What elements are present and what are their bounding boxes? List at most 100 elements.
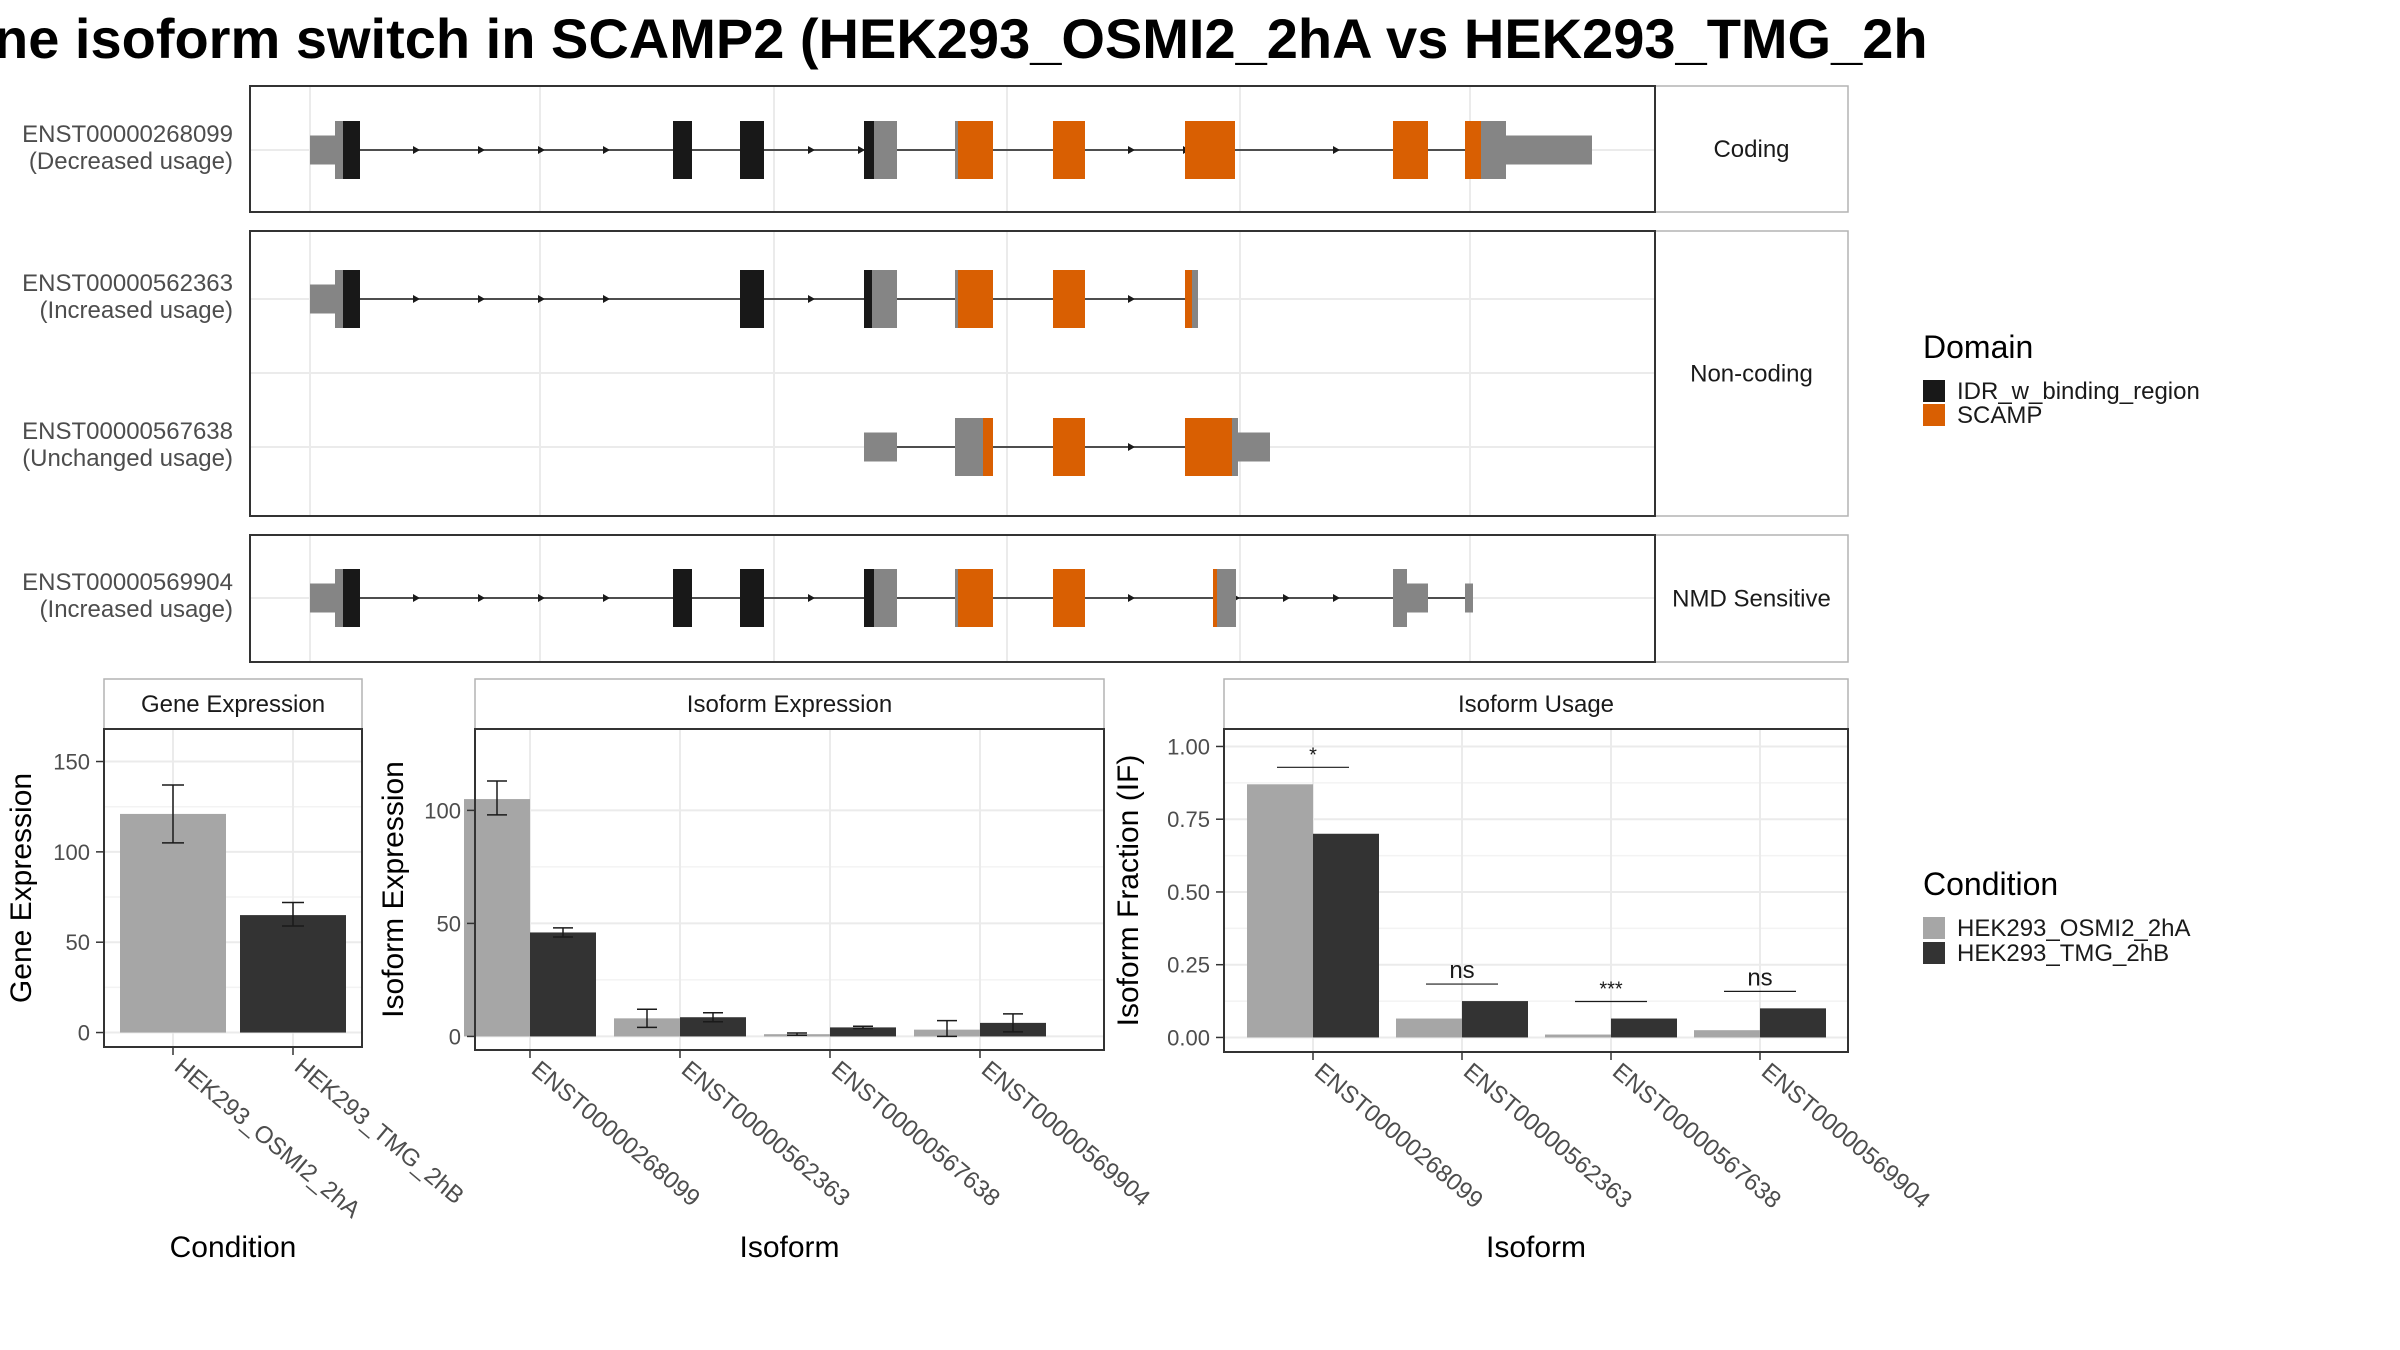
bar <box>120 813 226 1033</box>
isoform-id-label: ENST00000562363 <box>22 270 233 297</box>
exon-block <box>740 121 764 179</box>
exon-block <box>1238 432 1270 462</box>
y-tick-label: 0.75 <box>1167 807 1210 832</box>
exon-block <box>955 569 958 627</box>
y-tick-label: 0.50 <box>1167 880 1210 905</box>
significance-label: ns <box>1449 957 1474 984</box>
exon-block <box>1481 121 1506 179</box>
bar <box>464 799 530 1037</box>
chart-strip <box>1223 678 1849 730</box>
y-tick-label: 0 <box>449 1024 461 1049</box>
exon-block <box>343 569 360 627</box>
strand-arrow <box>603 295 610 303</box>
y-tick-label: 50 <box>66 930 90 955</box>
exon-block <box>343 121 360 179</box>
chart-title: Isoform Expression <box>687 691 892 718</box>
facet-strip <box>1654 534 1849 663</box>
exon-block <box>864 121 874 179</box>
exon-block <box>872 270 897 328</box>
structure-panel-border <box>249 85 1656 213</box>
figure-title: ne isoform switch in SCAMP2 (HEK293_OSMI… <box>0 7 1928 70</box>
isoform-usage-label: (Unchanged usage) <box>22 445 233 472</box>
exon-block <box>310 583 338 613</box>
exon-block <box>1185 418 1232 476</box>
exon-block <box>1465 583 1473 613</box>
significance-label: * <box>1309 744 1317 766</box>
facet-label: NMD Sensitive <box>1672 586 1831 613</box>
strand-arrow <box>603 594 610 602</box>
y-tick-label: 0.00 <box>1167 1025 1210 1050</box>
x-axis-title: Condition <box>170 1231 297 1264</box>
exon-block <box>864 432 897 462</box>
exon-block <box>864 270 872 328</box>
strand-arrow <box>1333 594 1340 602</box>
strand-arrow <box>1128 594 1135 602</box>
y-tick-label: 0 <box>78 1021 90 1046</box>
strand-arrow <box>413 295 420 303</box>
strand-arrow <box>538 146 545 154</box>
exon-block <box>955 270 958 328</box>
exon-block <box>740 270 764 328</box>
exon-block <box>1506 135 1592 165</box>
exon-block <box>1407 583 1428 613</box>
exon-block <box>1185 121 1235 179</box>
condition-legend-title: Condition <box>1923 866 2058 902</box>
exon-block <box>343 270 360 328</box>
bar <box>1313 833 1379 1038</box>
strand-arrow <box>858 146 865 154</box>
y-tick-label: 100 <box>53 840 90 865</box>
isoform-id-label: ENST00000567638 <box>22 418 233 445</box>
strand-arrow <box>478 295 485 303</box>
bar <box>240 915 346 1033</box>
exon-block <box>740 569 764 627</box>
exon-block <box>1393 569 1407 627</box>
condition-legend-key <box>1923 917 1945 939</box>
bar <box>830 1027 896 1037</box>
isoform-id-label: ENST00000268099 <box>22 121 233 148</box>
domain-legend-key <box>1923 404 1945 426</box>
domain-legend-key <box>1923 380 1945 402</box>
structure-panel-border <box>249 230 1656 517</box>
strand-arrow <box>1128 295 1135 303</box>
exon-block <box>310 135 338 165</box>
strand-arrow <box>808 295 815 303</box>
facet-label: Non-coding <box>1690 361 1813 388</box>
condition-legend-label: HEK293_TMG_2hB <box>1957 940 2169 967</box>
exon-block <box>335 121 343 179</box>
y-tick-label: 1.00 <box>1167 734 1210 759</box>
exon-block <box>1213 569 1217 627</box>
bar <box>1545 1034 1611 1038</box>
bar <box>1694 1030 1760 1038</box>
strand-arrow <box>413 146 420 154</box>
exon-block <box>958 121 993 179</box>
exon-block <box>864 569 874 627</box>
condition-legend-label: HEK293_OSMI2_2hA <box>1957 915 2190 942</box>
strand-arrow <box>413 594 420 602</box>
exon-block <box>1217 569 1236 627</box>
chart-title: Isoform Usage <box>1458 691 1614 718</box>
isoform-usage-label: (Increased usage) <box>40 297 233 324</box>
chart-panel-border <box>103 728 363 1048</box>
chart-strip <box>103 678 363 730</box>
exon-block <box>1053 418 1085 476</box>
exon-block <box>983 418 993 476</box>
x-axis-title: Isoform <box>739 1231 839 1264</box>
y-tick-label: 0.25 <box>1167 953 1210 978</box>
exon-block <box>1232 418 1238 476</box>
strand-arrow <box>808 594 815 602</box>
facet-strip <box>1654 85 1849 213</box>
exon-block <box>1053 121 1085 179</box>
strand-arrow <box>538 594 545 602</box>
y-tick-label: 150 <box>53 750 90 775</box>
bar <box>1611 1018 1677 1038</box>
exon-block <box>874 569 897 627</box>
bar <box>680 1017 746 1037</box>
exon-block <box>1185 270 1192 328</box>
exon-block <box>955 121 958 179</box>
chart-panel-border <box>474 728 1105 1051</box>
domain-legend-title: Domain <box>1923 329 2033 365</box>
strand-arrow <box>478 146 485 154</box>
exon-block <box>958 270 993 328</box>
strand-arrow <box>538 295 545 303</box>
